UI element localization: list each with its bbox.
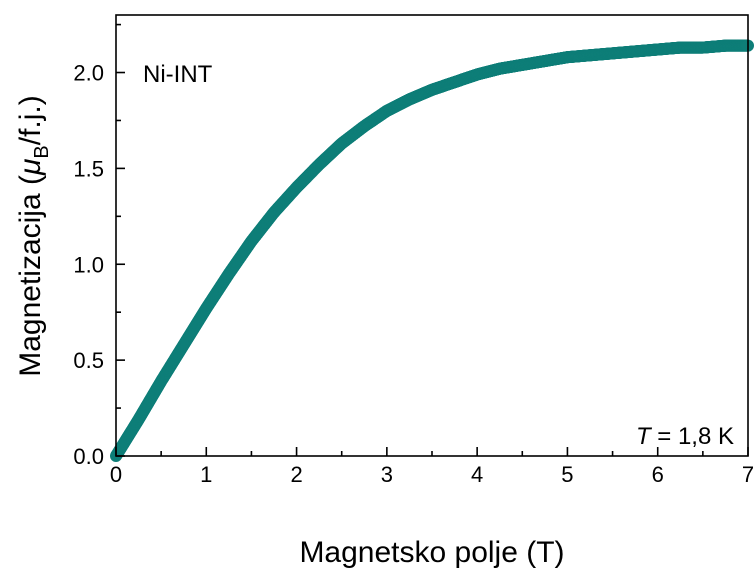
y-tick-label: 2.0 xyxy=(73,61,104,86)
data-series xyxy=(110,39,754,462)
temperature-label: T = 1,8 K xyxy=(636,423,734,450)
y-axis-title: Magnetizacija (μB/f.j.) xyxy=(14,95,53,377)
x-tick-label: 0 xyxy=(110,462,122,487)
x-tick-label: 4 xyxy=(471,462,483,487)
temperature-value: = 1,8 K xyxy=(651,423,734,450)
y-tick-label: 0.0 xyxy=(73,444,104,469)
sample-label: Ni-INT xyxy=(143,61,213,88)
y-tick-label: 1.0 xyxy=(73,252,104,277)
x-tick-label: 1 xyxy=(200,462,212,487)
x-axis-title: Magnetsko polje (T) xyxy=(299,536,564,569)
temperature-symbol: T xyxy=(636,423,653,450)
x-tick-label: 7 xyxy=(742,462,754,487)
y-axis-title-subscript: B xyxy=(31,145,53,158)
y-axis-title-mu: μ xyxy=(14,159,47,176)
x-tick-label: 2 xyxy=(290,462,302,487)
x-tick-label: 3 xyxy=(381,462,393,487)
x-tick-label: 6 xyxy=(652,462,664,487)
y-tick-label: 0.5 xyxy=(73,348,104,373)
axis-ticks: 0 1 2 3 4 5 6 7 0.0 0.5 1.0 1.5 2.0 xyxy=(73,23,754,487)
y-axis-title-suffix: /f.j.) xyxy=(14,95,47,145)
y-tick-label: 1.5 xyxy=(73,156,104,181)
x-tick-label: 5 xyxy=(561,462,573,487)
y-axis-title-prefix: Magnetizacija ( xyxy=(14,175,47,377)
